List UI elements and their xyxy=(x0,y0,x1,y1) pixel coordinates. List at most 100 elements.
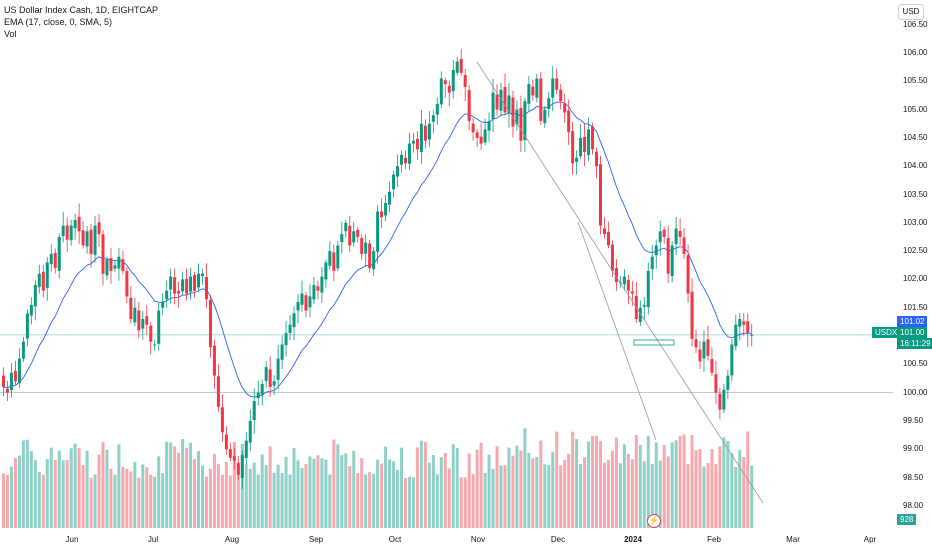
candle xyxy=(304,291,308,318)
last-price-tag: 101.02 xyxy=(897,316,928,327)
volume-bar xyxy=(710,449,714,528)
y-tick-label: 105.50 xyxy=(903,76,928,86)
volume-bar xyxy=(165,441,169,528)
volume-bar xyxy=(332,439,336,528)
volume-bar xyxy=(658,460,662,528)
volume-bar xyxy=(45,459,49,528)
volume-indicator-label[interactable]: Vol xyxy=(4,29,17,39)
trendline-1[interactable] xyxy=(476,61,764,504)
volume-bar xyxy=(340,455,344,528)
economic-event-icon[interactable]: ⚡ xyxy=(647,514,661,528)
candle xyxy=(153,339,157,351)
candle xyxy=(535,73,539,103)
price-range-box[interactable] xyxy=(633,339,675,346)
volume-bar xyxy=(9,466,13,528)
volume-bar xyxy=(503,465,507,528)
candle xyxy=(208,295,212,358)
y-tick-label: 98.50 xyxy=(903,472,924,482)
ema-indicator-label[interactable]: EMA (17, close, 0, SMA, 5) xyxy=(4,17,113,27)
volume-bar xyxy=(109,468,113,528)
volume-bar xyxy=(145,467,149,528)
trendline-2[interactable] xyxy=(577,221,657,441)
candle xyxy=(642,297,646,320)
volume-bar xyxy=(364,474,368,528)
volume-bar xyxy=(65,459,69,528)
volume-bar xyxy=(742,457,746,528)
candle xyxy=(25,309,29,347)
x-tick-label: Feb xyxy=(707,535,721,544)
volume-bar xyxy=(81,465,85,528)
candle xyxy=(292,306,296,341)
candle xyxy=(352,221,356,247)
volume-bar xyxy=(471,474,475,528)
y-tick-label: 103.50 xyxy=(903,189,928,199)
candle xyxy=(81,221,85,249)
candle xyxy=(495,84,499,116)
volume-bar xyxy=(372,473,376,528)
volume-bar xyxy=(344,453,348,528)
candle xyxy=(33,280,37,321)
trendlines[interactable] xyxy=(476,61,764,504)
volume-bar xyxy=(244,464,248,528)
candle xyxy=(503,73,507,116)
candle xyxy=(53,248,57,274)
volume-bar xyxy=(427,462,431,528)
volume-bar xyxy=(396,469,400,528)
volume-bar xyxy=(328,474,332,528)
candle xyxy=(256,380,260,406)
volume-bar xyxy=(606,459,610,528)
candle xyxy=(320,267,324,303)
candle xyxy=(9,363,13,398)
volume-bar xyxy=(228,475,232,528)
y-tick-label: 102.00 xyxy=(903,274,928,284)
candle xyxy=(328,241,332,270)
volume-bar xyxy=(698,449,702,528)
candle xyxy=(415,131,419,160)
x-tick-label: Aug xyxy=(224,535,240,544)
candle xyxy=(411,132,415,153)
volume-bar xyxy=(121,466,125,528)
candle xyxy=(45,256,49,301)
candle xyxy=(447,80,451,107)
horizontal-levels xyxy=(0,334,893,394)
volume-bar xyxy=(197,450,201,528)
candle xyxy=(312,276,316,305)
candle xyxy=(141,311,145,340)
y-tick-label: 104.00 xyxy=(903,161,928,171)
volume-bar xyxy=(316,455,320,528)
volume-bar xyxy=(248,468,252,528)
volume-bar xyxy=(93,474,97,528)
y-tick-label: 102.50 xyxy=(903,246,928,256)
candle xyxy=(368,239,372,273)
volume-bar xyxy=(268,446,272,528)
currency-button[interactable]: USD xyxy=(898,4,924,20)
volume-bar xyxy=(718,446,722,528)
volume-bar xyxy=(499,465,503,528)
x-tick-label: Oct xyxy=(388,535,402,544)
candle xyxy=(523,97,527,152)
volume-bar xyxy=(17,455,21,528)
candle xyxy=(567,99,571,145)
symbol-title[interactable]: US Dollar Index Cash, 1D, EIGHTCAP xyxy=(4,5,159,15)
candle xyxy=(734,314,738,351)
candle xyxy=(117,247,121,281)
volume-bar xyxy=(220,474,224,528)
volume-bar xyxy=(618,463,622,528)
volume-bar xyxy=(463,477,467,528)
candle xyxy=(439,71,443,109)
candle xyxy=(332,244,336,282)
y-tick-label: 101.50 xyxy=(903,302,928,312)
candle xyxy=(698,341,702,369)
volume-bar xyxy=(610,450,614,528)
candle xyxy=(193,271,197,298)
candle xyxy=(746,313,750,348)
candle xyxy=(177,281,181,308)
volume-bar xyxy=(57,450,61,528)
candle xyxy=(248,409,252,451)
volume-bar xyxy=(77,448,81,528)
candle xyxy=(738,313,742,341)
candle xyxy=(579,123,583,160)
volume-bar xyxy=(654,442,658,528)
candle xyxy=(348,215,352,253)
